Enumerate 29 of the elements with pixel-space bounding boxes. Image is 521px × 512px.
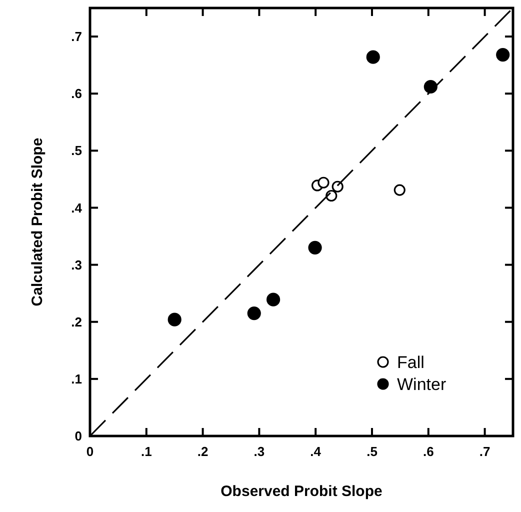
x-tick-label: .7 bbox=[479, 444, 490, 459]
point bbox=[366, 50, 380, 64]
x-tick-label: .4 bbox=[310, 444, 322, 459]
legend-label: Fall bbox=[397, 352, 424, 372]
point bbox=[394, 184, 406, 196]
y-axis-title: Calculated Probit Slope bbox=[29, 138, 46, 306]
point bbox=[266, 292, 280, 306]
x-tick-label: .6 bbox=[422, 444, 434, 459]
x-tick-label: .1 bbox=[140, 444, 152, 459]
x-tick-label: 0 bbox=[86, 444, 94, 459]
x-axis-title: Observed Probit Slope bbox=[220, 483, 382, 500]
legend-label: Winter bbox=[397, 374, 446, 394]
x-tick-label: .2 bbox=[197, 444, 208, 459]
point bbox=[332, 180, 344, 192]
y-tick-label: .5 bbox=[71, 143, 82, 158]
point bbox=[318, 176, 330, 188]
x-tick-label: .5 bbox=[366, 444, 378, 459]
y-tick-label: .7 bbox=[71, 29, 82, 44]
point bbox=[247, 306, 261, 320]
y-tick-label: .4 bbox=[71, 200, 83, 216]
y-tick-label: .1 bbox=[71, 371, 82, 386]
point bbox=[496, 48, 510, 62]
point bbox=[168, 312, 182, 326]
x-tick-label: .3 bbox=[254, 444, 265, 459]
y-tick-label: .2 bbox=[71, 314, 82, 330]
y-tick-label: .3 bbox=[71, 257, 82, 272]
y-tick-label: 0 bbox=[74, 428, 82, 444]
point bbox=[308, 240, 322, 254]
y-tick-label: .6 bbox=[71, 86, 82, 102]
